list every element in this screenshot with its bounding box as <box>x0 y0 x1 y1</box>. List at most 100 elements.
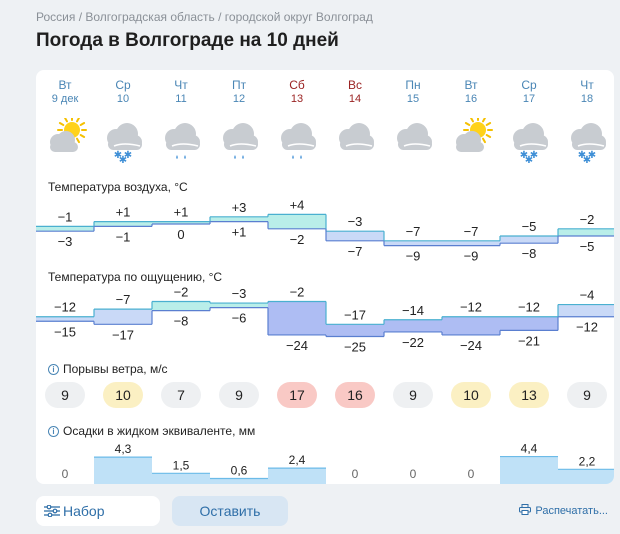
date-label: 11 <box>175 93 187 105</box>
wind-gust-value: 16 <box>335 382 375 408</box>
wind-gust-value: 9 <box>567 382 607 408</box>
precipitation-label: i Осадки в жидком эквиваленте, мм <box>48 424 255 438</box>
temperature-range-bar <box>268 214 326 229</box>
date-label: 13 <box>290 93 304 105</box>
min-temp-label: −2 <box>290 232 305 247</box>
max-temp-label: −5 <box>522 219 537 234</box>
temperature-range-bar <box>210 216 268 222</box>
max-temp-label: −7 <box>406 224 421 239</box>
max-temp-label: −3 <box>232 286 247 301</box>
info-icon[interactable]: i <box>48 364 59 376</box>
wind-gust-value: 17 <box>277 382 317 408</box>
precipitation-graph: 0 4,3 1,5 0,6 2,4 0 0 0 4,4 2,2 <box>62 442 614 484</box>
sun-cloud-icon <box>456 118 493 152</box>
precipitation-label: 2,4 <box>289 453 306 467</box>
day-column-header[interactable]: Вс 14 <box>326 78 384 106</box>
temperature-range-bar <box>558 228 614 236</box>
cloud-rain-icon <box>223 123 258 159</box>
bottom-bar: Набор данных Оставить отзыв Распечатать.… <box>36 496 616 534</box>
cloud-snow-icon: ✱ ✱✱ <box>107 123 142 166</box>
weekday-label: Чт <box>174 78 188 92</box>
temperature-range-bar <box>268 301 326 335</box>
weekday-label: Пт <box>231 78 247 92</box>
breadcrumb-item-country[interactable]: Россия <box>36 10 76 24</box>
min-temp-label: +1 <box>232 225 247 240</box>
svg-text:✱: ✱ <box>578 150 586 161</box>
wind-gust-value: 9 <box>393 382 433 408</box>
weekday-label: Чт <box>580 78 594 92</box>
breadcrumb-item-region[interactable]: Волгоградская область <box>85 10 215 24</box>
max-temp-label: −12 <box>518 300 540 315</box>
day-column-header[interactable]: Ср 10 <box>94 78 152 106</box>
temperature-range-bar <box>558 304 614 317</box>
page-title: Погода в Волгограде на 10 дней <box>36 30 339 51</box>
min-temp-label: −15 <box>54 324 76 339</box>
temperature-range-bar <box>210 303 268 308</box>
print-button[interactable]: Распечатать... <box>511 496 616 526</box>
max-temp-label: −7 <box>116 292 131 307</box>
min-temp-label: −21 <box>518 333 540 348</box>
min-temp-label: −12 <box>576 320 598 335</box>
dataset-button[interactable]: Набор данных <box>36 496 160 534</box>
max-temp-label: −14 <box>402 303 424 318</box>
precipitation-label: 0 <box>468 467 475 481</box>
svg-text:✱: ✱ <box>119 155 127 166</box>
min-temp-label: −5 <box>580 239 595 254</box>
date-label: 18 <box>580 93 594 105</box>
sun-cloud-icon <box>50 118 87 152</box>
cloud-rain-icon <box>165 123 200 159</box>
min-temp-label: −8 <box>174 314 189 329</box>
max-temp-label: +1 <box>174 205 189 220</box>
date-label: 16 <box>464 93 478 105</box>
info-icon[interactable]: i <box>48 426 59 438</box>
max-temp-label: −2 <box>580 212 595 227</box>
wind-gusts-label-text: Порывы ветра, м/с <box>63 362 168 376</box>
day-column-header[interactable]: Пт 12 <box>210 78 268 106</box>
svg-text:✱: ✱ <box>530 150 538 161</box>
date-label: 12 <box>232 93 246 105</box>
precipitation-label: 0 <box>352 467 359 481</box>
weather-icon-row: ✱ ✱ ✱ ✱ ✱ ✱ ✱ ✱ ✱ <box>36 118 614 166</box>
day-column-header[interactable]: Ср 17 <box>500 78 558 106</box>
day-column-header[interactable]: Чт 18 <box>558 78 614 106</box>
max-temp-label: +3 <box>232 200 247 215</box>
temperature-range-bar <box>326 231 384 241</box>
min-temp-label: −3 <box>58 234 73 249</box>
breadcrumb-separator: / <box>75 10 86 24</box>
weekday-label: Сб <box>289 78 305 92</box>
svg-text:✱: ✱ <box>588 150 596 161</box>
weekday-label: Вт <box>464 78 478 92</box>
svg-text:✱: ✱ <box>124 150 132 161</box>
cloud-rain-icon <box>281 123 316 159</box>
wind-gust-value: 9 <box>219 382 259 408</box>
breadcrumb: Россия / Волгоградская область / городск… <box>36 10 373 24</box>
temperature-range-bar <box>442 240 500 246</box>
day-column-header[interactable]: Чт 11 <box>152 78 210 106</box>
min-temp-label: −8 <box>522 246 537 261</box>
svg-text:✱: ✱ <box>583 155 591 166</box>
min-temp-label: −24 <box>286 338 308 353</box>
feels-like-graph: −12 −15 −7 −17 −2 −8 −3 −6 −2 −24 −17 −25 −14 −22 −12 −… <box>36 285 614 354</box>
precipitation-label: 2,2 <box>579 454 596 468</box>
min-temp-label: 0 <box>177 227 184 242</box>
day-column-header[interactable]: Вт 16 <box>442 78 500 106</box>
date-label: 14 <box>348 93 362 105</box>
precipitation-bar <box>500 456 558 484</box>
day-column-header[interactable]: Вт 9 дек <box>36 78 94 106</box>
svg-text:✱: ✱ <box>114 150 122 161</box>
wind-gust-value: 10 <box>103 382 143 408</box>
feedback-button[interactable]: Оставить отзыв <box>172 496 288 534</box>
precipitation-bar <box>94 457 152 484</box>
wind-gust-value: 13 <box>509 382 549 408</box>
precipitation-label: 4,3 <box>115 442 132 456</box>
day-column-header[interactable]: Сб 13 <box>268 78 326 106</box>
precipitation-label: 0 <box>62 467 69 481</box>
day-column-header[interactable]: Пн 15 <box>384 78 442 106</box>
min-temp-label: −1 <box>116 229 131 244</box>
wind-gust-value: 7 <box>161 382 201 408</box>
max-temp-label: −12 <box>460 300 482 315</box>
date-label: 17 <box>522 93 536 105</box>
air-temperature-graph: −1 −3 +1 −1 +1 0 +3 +1 +4 −2 −3 −7 −7 −9 −7 −9 −5 −8 −2 −5 <box>36 197 614 264</box>
breadcrumb-item-district[interactable]: городской округ Волгоград <box>224 10 373 24</box>
cloud-icon <box>397 123 432 150</box>
